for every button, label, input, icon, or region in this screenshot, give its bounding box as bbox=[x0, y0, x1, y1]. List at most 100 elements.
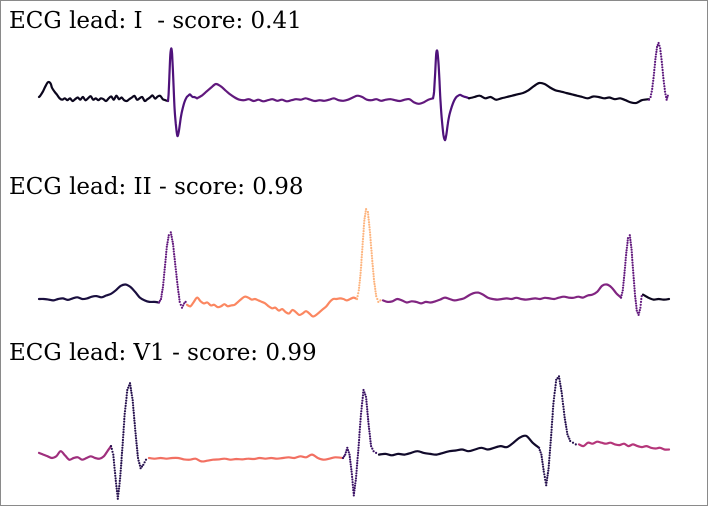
trace-point bbox=[664, 93, 667, 96]
trace-point bbox=[552, 399, 555, 403]
trace-point bbox=[133, 424, 136, 427]
trace-point bbox=[622, 279, 625, 282]
trace-point bbox=[367, 418, 370, 421]
trace-point bbox=[653, 68, 656, 72]
trace-point bbox=[368, 432, 371, 435]
trace-point bbox=[559, 382, 562, 385]
trace-point bbox=[375, 295, 378, 298]
trace-segment bbox=[37, 283, 161, 304]
trace-point bbox=[374, 290, 377, 293]
trace-point bbox=[625, 246, 629, 249]
trace-point bbox=[166, 238, 170, 241]
trace-point bbox=[634, 302, 638, 305]
trace-point bbox=[654, 53, 658, 56]
trace-point bbox=[546, 472, 550, 475]
trace-point bbox=[358, 433, 361, 436]
trace-point bbox=[356, 462, 359, 465]
trace-point bbox=[551, 407, 555, 410]
trace-point bbox=[354, 477, 358, 480]
trace-point bbox=[554, 384, 557, 387]
trace-point bbox=[371, 447, 374, 450]
trace-segment bbox=[185, 295, 359, 318]
trace-point bbox=[122, 425, 125, 428]
trace-segment bbox=[37, 80, 170, 103]
trace-point bbox=[647, 98, 651, 101]
trace-point bbox=[114, 472, 117, 475]
lead-i-trace bbox=[37, 41, 669, 142]
trace-point bbox=[349, 458, 352, 461]
trace-point bbox=[549, 446, 552, 449]
trace-point bbox=[119, 467, 122, 470]
trace-point bbox=[163, 266, 166, 269]
trace-point bbox=[115, 482, 118, 485]
trace-point bbox=[554, 386, 557, 389]
trace-point bbox=[165, 245, 168, 248]
trace-point bbox=[371, 262, 374, 265]
trace-point bbox=[163, 273, 166, 276]
trace-point bbox=[162, 281, 165, 284]
trace-point bbox=[369, 239, 372, 242]
trace-point bbox=[134, 427, 137, 430]
trace-point bbox=[666, 96, 669, 99]
trace-point bbox=[626, 237, 630, 240]
trace-point bbox=[633, 289, 636, 292]
trace-point bbox=[621, 289, 624, 292]
trace-point bbox=[118, 482, 121, 485]
trace-point bbox=[367, 216, 370, 219]
qrs-complex bbox=[355, 208, 382, 303]
trace-point bbox=[171, 238, 174, 241]
trace-point bbox=[622, 276, 626, 279]
trace-point bbox=[353, 491, 356, 495]
trace-point bbox=[355, 467, 358, 470]
trace-point bbox=[653, 63, 657, 66]
trace-point bbox=[364, 393, 367, 396]
trace-point bbox=[349, 465, 353, 468]
trace-point bbox=[559, 385, 562, 388]
trace-point bbox=[357, 444, 360, 447]
trace-point bbox=[139, 467, 142, 470]
trace-point bbox=[634, 299, 637, 302]
trace-point bbox=[639, 300, 643, 303]
trace-point bbox=[541, 458, 544, 461]
trace-point bbox=[663, 87, 666, 90]
trace-point bbox=[545, 481, 548, 484]
trace-point bbox=[177, 293, 180, 296]
trace-point bbox=[562, 410, 566, 413]
trace-point bbox=[369, 437, 372, 440]
trace-point bbox=[351, 481, 354, 484]
trace-point bbox=[372, 270, 375, 273]
trace-point bbox=[546, 476, 549, 479]
trace-point bbox=[624, 264, 627, 267]
trace-point bbox=[125, 391, 129, 394]
trace-point bbox=[369, 440, 372, 443]
trace-point bbox=[551, 418, 554, 421]
trace-point bbox=[135, 439, 138, 442]
trace-point bbox=[157, 301, 161, 304]
trace-point bbox=[660, 55, 663, 58]
trace-point bbox=[359, 271, 362, 274]
trace-point bbox=[540, 455, 543, 459]
trace-point bbox=[161, 288, 164, 291]
trace-point bbox=[663, 85, 666, 88]
trace-point bbox=[568, 437, 571, 440]
trace-point bbox=[374, 287, 377, 290]
trace-point bbox=[626, 241, 629, 244]
trace-point bbox=[367, 425, 370, 428]
trace-segment bbox=[577, 440, 671, 451]
trace-point bbox=[137, 459, 140, 462]
trace-point bbox=[634, 297, 637, 300]
trace-point bbox=[183, 302, 186, 305]
trace-point bbox=[635, 304, 638, 307]
trace-point bbox=[165, 253, 168, 256]
trace-point bbox=[357, 449, 360, 452]
trace-point bbox=[655, 45, 659, 49]
trace-point bbox=[123, 412, 126, 415]
trace-point bbox=[359, 266, 363, 269]
trace-point bbox=[120, 451, 124, 454]
trace-point bbox=[167, 236, 170, 239]
trace-point bbox=[369, 233, 372, 236]
trace-point bbox=[140, 465, 144, 468]
trace-point bbox=[365, 208, 368, 211]
trace-point bbox=[549, 436, 553, 439]
trace-point bbox=[631, 264, 634, 267]
